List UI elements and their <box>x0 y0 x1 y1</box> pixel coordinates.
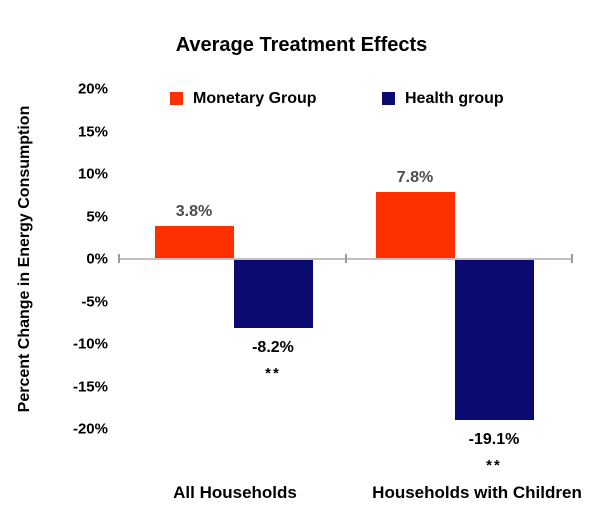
legend-swatch-monetary-icon <box>170 92 183 105</box>
y-tick-label: 0% <box>86 250 108 268</box>
legend-label-health: Health group <box>405 89 504 107</box>
bar-health-1 <box>454 258 534 421</box>
y-tick-label: 5% <box>86 208 108 225</box>
chart-title: Average Treatment Effects <box>175 34 428 56</box>
legend-item-health: Health group <box>382 89 504 108</box>
bar-value-label: -8.2% <box>252 338 294 356</box>
significance-stars: ** <box>265 364 281 382</box>
axis-tick-mark <box>344 254 347 263</box>
y-tick-label: -10% <box>72 335 108 353</box>
legend-label-monetary: Monetary Group <box>193 89 317 107</box>
axis-tick-mark <box>118 254 120 263</box>
bar-value-label: 3.8% <box>175 202 213 220</box>
legend-item-monetary: Monetary Group <box>170 89 317 108</box>
x-category-label: All Households <box>173 483 297 502</box>
x-category-label: Households with Children <box>372 483 582 502</box>
bar-value-label: -19.1% <box>468 431 520 449</box>
y-tick-label: -15% <box>72 378 108 395</box>
bar-value-label: 7.8% <box>396 168 434 186</box>
y-axis-title: Percent Change in Energy Consumption <box>16 105 33 413</box>
bar-monetary-1 <box>375 191 455 258</box>
legend-swatch-health-icon <box>382 92 395 105</box>
y-tick-label: -5% <box>81 293 108 310</box>
significance-stars: ** <box>486 457 502 475</box>
y-tick-label: 20% <box>77 80 108 98</box>
bar-health-0 <box>233 258 313 328</box>
y-tick-label: 10% <box>77 165 108 183</box>
bar-monetary-0 <box>154 225 234 258</box>
y-tick-label: 15% <box>77 123 108 140</box>
axis-tick-mark <box>571 254 573 263</box>
y-tick-label: -20% <box>72 420 108 438</box>
